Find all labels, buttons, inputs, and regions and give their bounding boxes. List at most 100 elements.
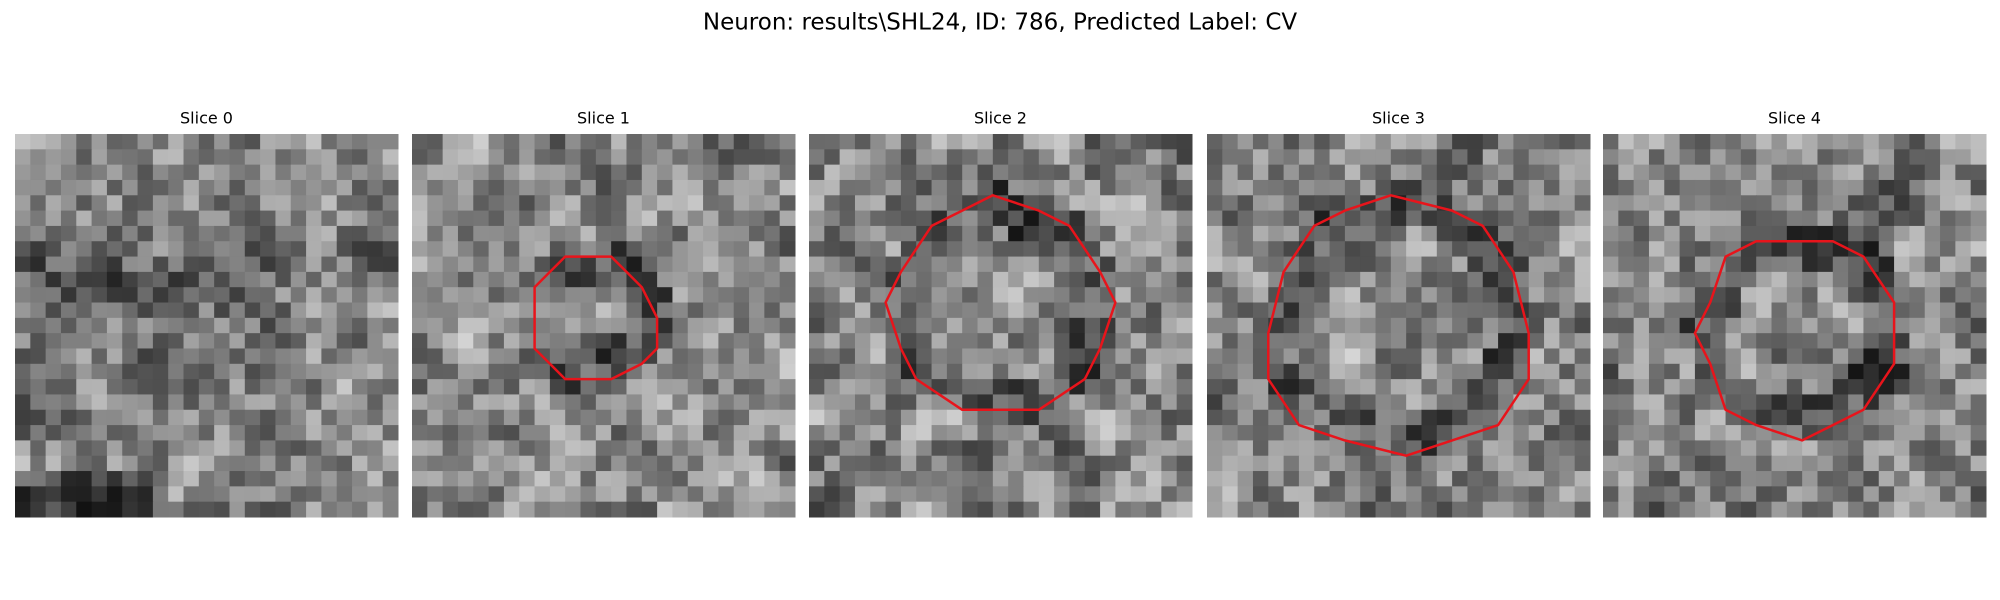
pixel — [1069, 501, 1086, 518]
pixel — [183, 271, 200, 288]
pixel — [641, 256, 658, 273]
pixel — [1848, 179, 1864, 196]
pixel — [1802, 379, 1818, 395]
pixel — [1848, 348, 1864, 365]
pixel — [1756, 241, 1773, 258]
pixel — [626, 471, 643, 487]
pixel — [427, 348, 444, 365]
pixel — [183, 425, 200, 441]
pixel — [1115, 409, 1132, 426]
pixel — [1360, 149, 1377, 166]
pixel — [1832, 486, 1849, 503]
pixel — [488, 287, 505, 304]
pixel — [122, 179, 139, 196]
pixel — [30, 379, 47, 395]
pixel — [106, 348, 123, 365]
pixel — [457, 317, 474, 334]
pixel — [1955, 302, 1972, 319]
pixel — [534, 409, 551, 426]
pixel — [1207, 134, 1223, 150]
pixel — [1390, 210, 1407, 227]
pixel — [1940, 486, 1956, 503]
pixel — [1940, 409, 1956, 426]
pixel — [1482, 333, 1499, 349]
pixel — [1679, 501, 1696, 518]
pixel — [91, 348, 108, 365]
pixel — [1725, 348, 1742, 365]
pixel — [992, 348, 1009, 365]
pixel — [60, 425, 77, 441]
pixel — [1467, 195, 1484, 212]
pixel — [657, 471, 673, 487]
pixel — [764, 149, 781, 166]
pixel — [1771, 501, 1788, 518]
pixel — [626, 317, 643, 334]
pixel — [1100, 440, 1116, 457]
pixel — [931, 394, 948, 411]
pixel — [1130, 363, 1147, 380]
pixel — [106, 256, 123, 273]
pixel — [1909, 271, 1926, 288]
pixel — [946, 241, 963, 258]
pixel — [1023, 348, 1040, 365]
pixel — [1574, 455, 1591, 472]
pixel — [1832, 471, 1849, 487]
pixel — [1176, 394, 1193, 411]
pixel — [764, 409, 781, 426]
pixel — [549, 333, 566, 349]
pixel — [1130, 241, 1147, 258]
pixel — [534, 501, 551, 518]
pixel — [442, 348, 459, 365]
pixel — [749, 195, 765, 212]
pixel — [442, 379, 459, 395]
pixel — [519, 195, 536, 212]
pixel — [626, 409, 643, 426]
pixel — [1252, 287, 1269, 304]
pixel — [595, 317, 612, 334]
pixel — [962, 455, 979, 472]
pixel — [534, 394, 551, 411]
pixel — [733, 394, 750, 411]
pixel — [306, 455, 322, 472]
pixel — [1970, 333, 1987, 349]
pixel — [672, 241, 689, 258]
pixel — [1252, 501, 1269, 518]
pixel — [1878, 348, 1895, 365]
pixel — [1894, 195, 1910, 212]
pixel — [1664, 256, 1681, 273]
pixel — [122, 440, 139, 457]
pixel — [809, 271, 825, 288]
pixel — [1633, 471, 1650, 487]
pixel — [1038, 501, 1055, 518]
pixel — [91, 409, 108, 426]
pixel — [1421, 271, 1438, 288]
pixel — [1146, 256, 1162, 273]
pixel — [1252, 394, 1269, 411]
pixel — [1467, 501, 1484, 518]
pixel — [1329, 440, 1346, 457]
pixel — [1756, 440, 1773, 457]
pixel — [672, 471, 689, 487]
pixel — [1955, 271, 1972, 288]
pixel — [30, 149, 47, 166]
pixel — [962, 317, 979, 334]
pixel — [1574, 425, 1591, 441]
pixel — [992, 333, 1009, 349]
pixel — [885, 164, 902, 181]
pixel — [1802, 179, 1818, 196]
pixel — [1176, 317, 1193, 334]
pixel — [1955, 471, 1972, 487]
pixel — [565, 486, 582, 503]
pixel — [1528, 333, 1545, 349]
pixel — [1314, 348, 1331, 365]
pixel — [1664, 409, 1681, 426]
pixel — [1054, 179, 1070, 196]
pixel — [60, 440, 77, 457]
pixel — [534, 179, 551, 196]
pixel — [1314, 379, 1331, 395]
pixel — [1344, 287, 1361, 304]
pixel — [1115, 333, 1132, 349]
pixel — [718, 425, 735, 441]
pixel — [1878, 164, 1895, 181]
pixel — [229, 333, 246, 349]
